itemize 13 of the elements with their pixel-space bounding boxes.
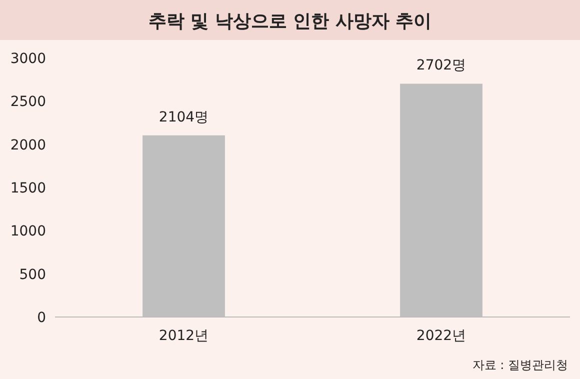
y-tick-label: 0 bbox=[37, 310, 46, 326]
chart-title: 추락 및 낙상으로 인한 사망자 추이 bbox=[148, 11, 432, 32]
y-tick-label: 1000 bbox=[10, 224, 46, 240]
y-tick-label: 500 bbox=[19, 266, 46, 283]
data-label: 2702명 bbox=[416, 58, 466, 74]
y-tick-label: 2000 bbox=[10, 137, 46, 154]
data-label: 2104명 bbox=[158, 109, 209, 126]
y-tick-label: 2500 bbox=[10, 94, 46, 110]
x-tick-label: 2012년 bbox=[158, 328, 209, 344]
x-tick-label: 2022년 bbox=[416, 328, 466, 344]
text: 자료 : 질병관리청 bbox=[472, 358, 568, 372]
y-tick-label: 3000 bbox=[10, 51, 46, 67]
y-tick-label: 1500 bbox=[10, 180, 46, 196]
